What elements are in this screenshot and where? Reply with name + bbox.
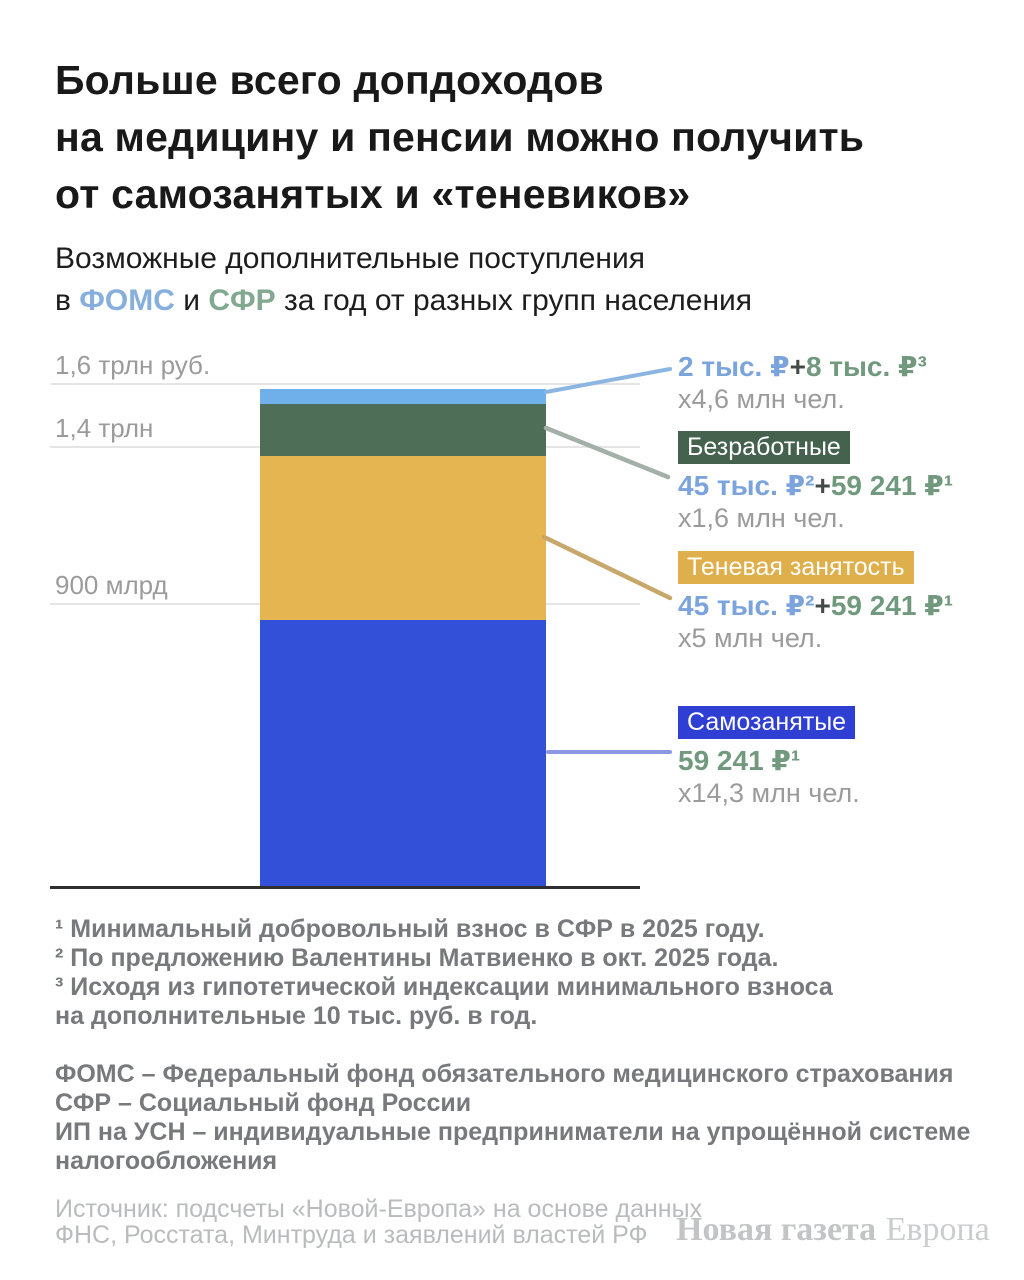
text-line: Источник: подсчеты «Новой-Европа» на осн…: [55, 1195, 703, 1223]
amount-pension: 59 241 ₽¹: [830, 590, 954, 621]
amount-medical: 2 тыс. ₽: [678, 351, 790, 382]
brand-logo-light: Европа: [885, 1211, 990, 1248]
bar-segment-Безработные: [260, 403, 546, 456]
chart-subtitle-line1: Возможные дополнительные поступления: [55, 242, 645, 275]
page-title: Больше всего допдоходов на медицину и пен…: [55, 52, 864, 223]
text-line: СФР – Социальный фонд России: [55, 1089, 472, 1117]
amount-plus: +: [814, 470, 831, 501]
chart-subtitle: Возможные дополнительные поступления в Ф…: [55, 238, 752, 322]
text-line: ФОМС – Федеральный фонд обязательного ме…: [55, 1060, 954, 1088]
people-count: х1,6 млн чел.: [678, 503, 845, 533]
text-line: Больше всего допдоходов: [55, 57, 604, 103]
brand-logo-bold: Новая газета: [676, 1211, 877, 1248]
text-line: на медицину и пенсии можно получить: [55, 114, 865, 160]
text-line: ¹ Минимальный добровольный взнос в СФР в…: [55, 915, 765, 943]
people-count: х5 млн чел.: [678, 623, 823, 653]
subtitle-prefix: в: [55, 284, 80, 317]
annotation-unemployed: Безработные 45 тыс. ₽²+59 241 ₽¹ х1,6 мл…: [678, 431, 953, 534]
gridline: [50, 383, 640, 385]
annotation-shadow-employment: Теневая занятость 45 тыс. ₽²+59 241 ₽¹ х…: [678, 551, 953, 654]
fund-foms-label: ФОМС: [79, 284, 175, 317]
annotation-self-employed: Самозанятые 59 241 ₽¹ х14,3 млн чел.: [678, 706, 860, 809]
bar-segment-Самозанятые: [260, 619, 546, 886]
annotation-top-group: 2 тыс. ₽+8 тыс. ₽³ х4,6 млн чел.: [678, 351, 927, 415]
subtitle-and: и: [174, 284, 209, 317]
amount-plus: +: [814, 590, 831, 621]
people-count: х14,3 млн чел.: [678, 778, 860, 808]
text-line: от самозанятых и «теневиков»: [55, 171, 691, 217]
text-line: налогообложения: [55, 1147, 278, 1175]
text-line: на дополнительные 10 тыс. руб. в год.: [55, 1002, 538, 1030]
amount-pension: 8 тыс. ₽³: [805, 351, 927, 382]
fund-sfr-label: СФР: [208, 284, 276, 317]
amount-pension: 59 241 ₽¹: [830, 470, 954, 501]
group-badge-shadow-employment: Теневая занятость: [678, 551, 914, 584]
contribution-amount: 45 тыс. ₽²+59 241 ₽¹: [678, 590, 953, 621]
amount-medical: 45 тыс. ₽²: [678, 470, 815, 501]
y-tick-label: 1,4 трлн: [55, 412, 154, 443]
amount-pension: 59 241 ₽¹: [678, 745, 801, 776]
contribution-amount: 45 тыс. ₽²+59 241 ₽¹: [678, 470, 953, 501]
brand-logo: Новая газета Европа: [676, 1210, 990, 1249]
text-line: ИП на УСН – индивидуальные предпринимате…: [55, 1118, 971, 1146]
text-line: ² По предложению Валентины Матвиенко в о…: [55, 944, 779, 972]
group-badge-unemployed: Безработные: [678, 431, 850, 464]
contribution-amount: 59 241 ₽¹: [678, 745, 860, 776]
footnotes: ¹ Минимальный добровольный взнос в СФР в…: [55, 915, 833, 1031]
source-note: Источник: подсчеты «Новой-Европа» на осн…: [55, 1196, 702, 1248]
subtitle-suffix: за год от разных групп населения: [275, 284, 753, 317]
text-line: ФНС, Росстата, Минтруда и заявлений влас…: [55, 1221, 648, 1249]
y-tick-label: 900 млрд: [55, 570, 168, 601]
chart-subtitle-line2: в ФОМС и СФР за год от разных групп насе…: [55, 280, 752, 322]
bar-segment-Теневая занятость: [260, 455, 546, 620]
text-line: ³ Исходя из гипотетической индексации ми…: [55, 973, 833, 1001]
x-axis-line: [50, 886, 640, 889]
amount-plus: +: [789, 351, 806, 382]
contribution-amount: 2 тыс. ₽+8 тыс. ₽³: [678, 351, 927, 382]
bar-segment-top-group: [260, 389, 546, 404]
people-count: х4,6 млн чел.: [678, 384, 845, 414]
abbreviation-definitions: ФОМС – Федеральный фонд обязательного ме…: [55, 1060, 970, 1176]
y-tick-label: 1,6 трлн руб.: [55, 350, 211, 380]
group-badge-self-employed: Самозанятые: [678, 706, 856, 739]
amount-medical: 45 тыс. ₽²: [678, 590, 815, 621]
